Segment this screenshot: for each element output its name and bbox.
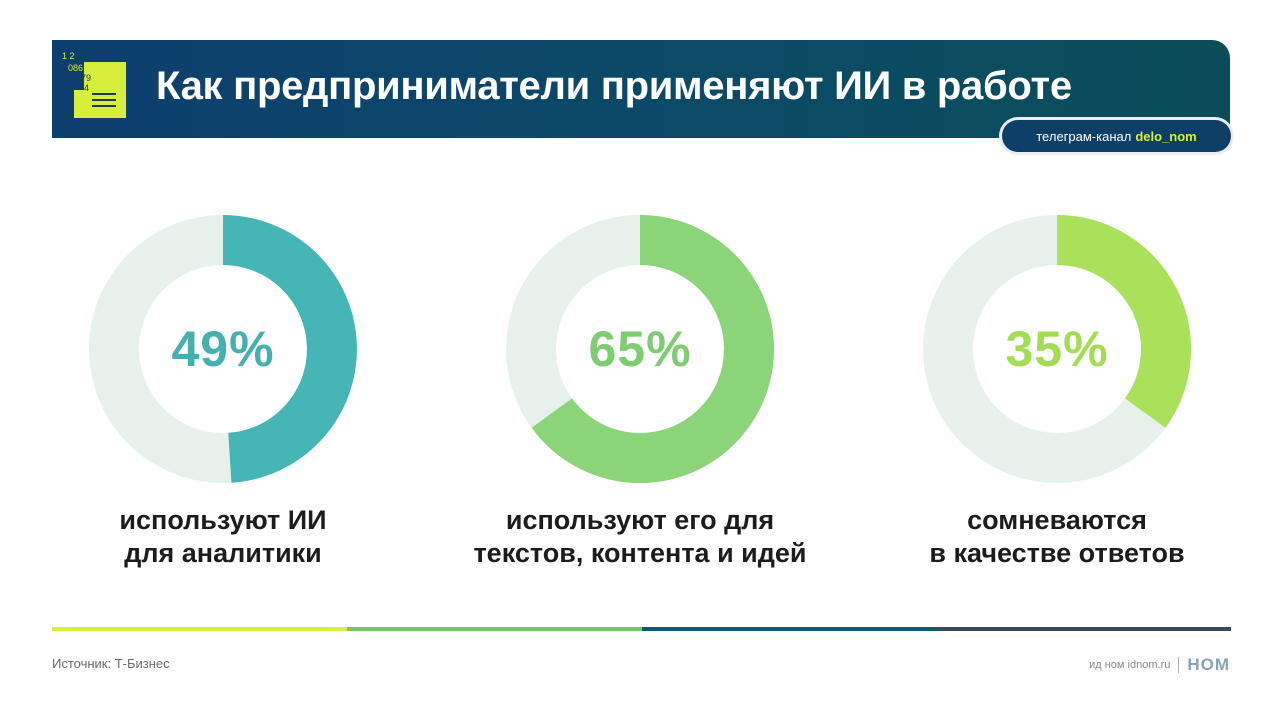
divider-segment-1 — [52, 627, 347, 631]
document-numbers-logo: 1 2 086 3 579 4 — [62, 51, 126, 118]
caption-1: используют ИИ для аналитики — [13, 504, 433, 570]
percentage-label-1: 49% — [171, 321, 275, 377]
logo-digits-2: 086 3 — [68, 63, 91, 73]
brand-logo: НОМ — [1187, 655, 1230, 674]
bottom-divider — [52, 627, 1231, 631]
footer-branding: ид ном idnom.ru НОМ — [1089, 655, 1230, 675]
divider-segment-2 — [346, 627, 642, 631]
donut-svg-2 — [506, 215, 774, 483]
donut-chart-2: 65% — [505, 214, 775, 484]
donut-arc-1 — [222, 215, 357, 483]
channel-handle: delo_nom — [1135, 128, 1197, 144]
logo-digits-1: 1 2 — [62, 51, 75, 61]
donut-chart-1: 49% — [88, 214, 358, 484]
footer-separator — [1178, 657, 1180, 673]
donut-svg-1 — [89, 215, 357, 483]
donut-svg-3 — [923, 215, 1191, 483]
donut-arc-3 — [1056, 215, 1191, 428]
caption-1-line-1: используют ИИ — [119, 505, 327, 535]
source-note: Источник: Т-Бизнес — [52, 656, 170, 671]
telegram-channel-badge[interactable]: телеграм-канал delo_nom — [1002, 120, 1231, 152]
logo-digits-4: 4 — [84, 83, 89, 93]
caption-3: сомневаются в качестве ответов — [847, 504, 1267, 570]
donut-chart-3: 35% — [922, 214, 1192, 484]
caption-2-line-2: текстов, контента и идей — [473, 538, 807, 568]
percentage-label-3: 35% — [1005, 321, 1109, 377]
caption-1-line-2: для аналитики — [124, 538, 322, 568]
percentage-label-2: 65% — [588, 321, 692, 377]
divider-segment-3 — [641, 627, 937, 631]
divider-segment-4 — [936, 627, 1231, 631]
logo-digits-3: 579 — [76, 73, 91, 83]
caption-2: используют его для текстов, контента и и… — [430, 504, 850, 570]
caption-2-line-1: используют его для — [505, 505, 775, 535]
channel-prefix: телеграм-канал — [1036, 128, 1132, 144]
page-title: Как предприниматели применяют ИИ в работ… — [156, 64, 1072, 108]
caption-3-line-2: в качестве ответов — [929, 538, 1185, 568]
site-link[interactable]: ид ном idnom.ru — [1089, 659, 1171, 671]
caption-3-line-1: сомневаются — [967, 505, 1147, 535]
donut-arc-2 — [531, 215, 774, 483]
